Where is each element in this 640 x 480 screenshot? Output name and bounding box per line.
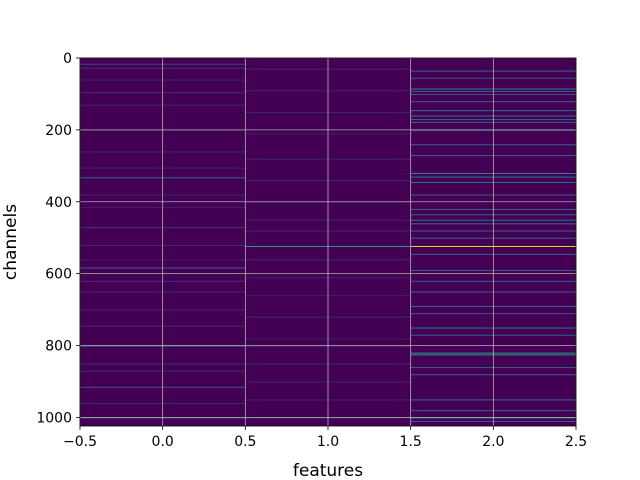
- x-axis-ticks: −0.5 0.0 0.5 1.0 1.5 2.0 2.5: [63, 426, 587, 450]
- x-axis-label: features: [293, 461, 363, 480]
- x-tick-label: 0.5: [234, 434, 256, 450]
- y-tick-label: 0: [63, 51, 72, 67]
- y-tick-label: 800: [45, 339, 72, 355]
- y-axis-label: channels: [1, 204, 21, 280]
- x-tick-label: 2.5: [565, 434, 587, 450]
- y-tick-label: 600: [45, 267, 72, 283]
- x-tick-label: −0.5: [63, 434, 97, 450]
- x-tick-label: 1.0: [317, 434, 339, 450]
- x-tick-label: 2.0: [482, 434, 504, 450]
- y-axis-ticks: 0 200 400 600 800 1000: [36, 51, 80, 426]
- y-tick-label: 1000: [36, 410, 72, 426]
- y-tick-label: 400: [45, 195, 72, 211]
- x-tick-label: 0.0: [152, 434, 174, 450]
- x-tick-label: 1.5: [400, 434, 422, 450]
- y-tick-label: 200: [45, 123, 72, 139]
